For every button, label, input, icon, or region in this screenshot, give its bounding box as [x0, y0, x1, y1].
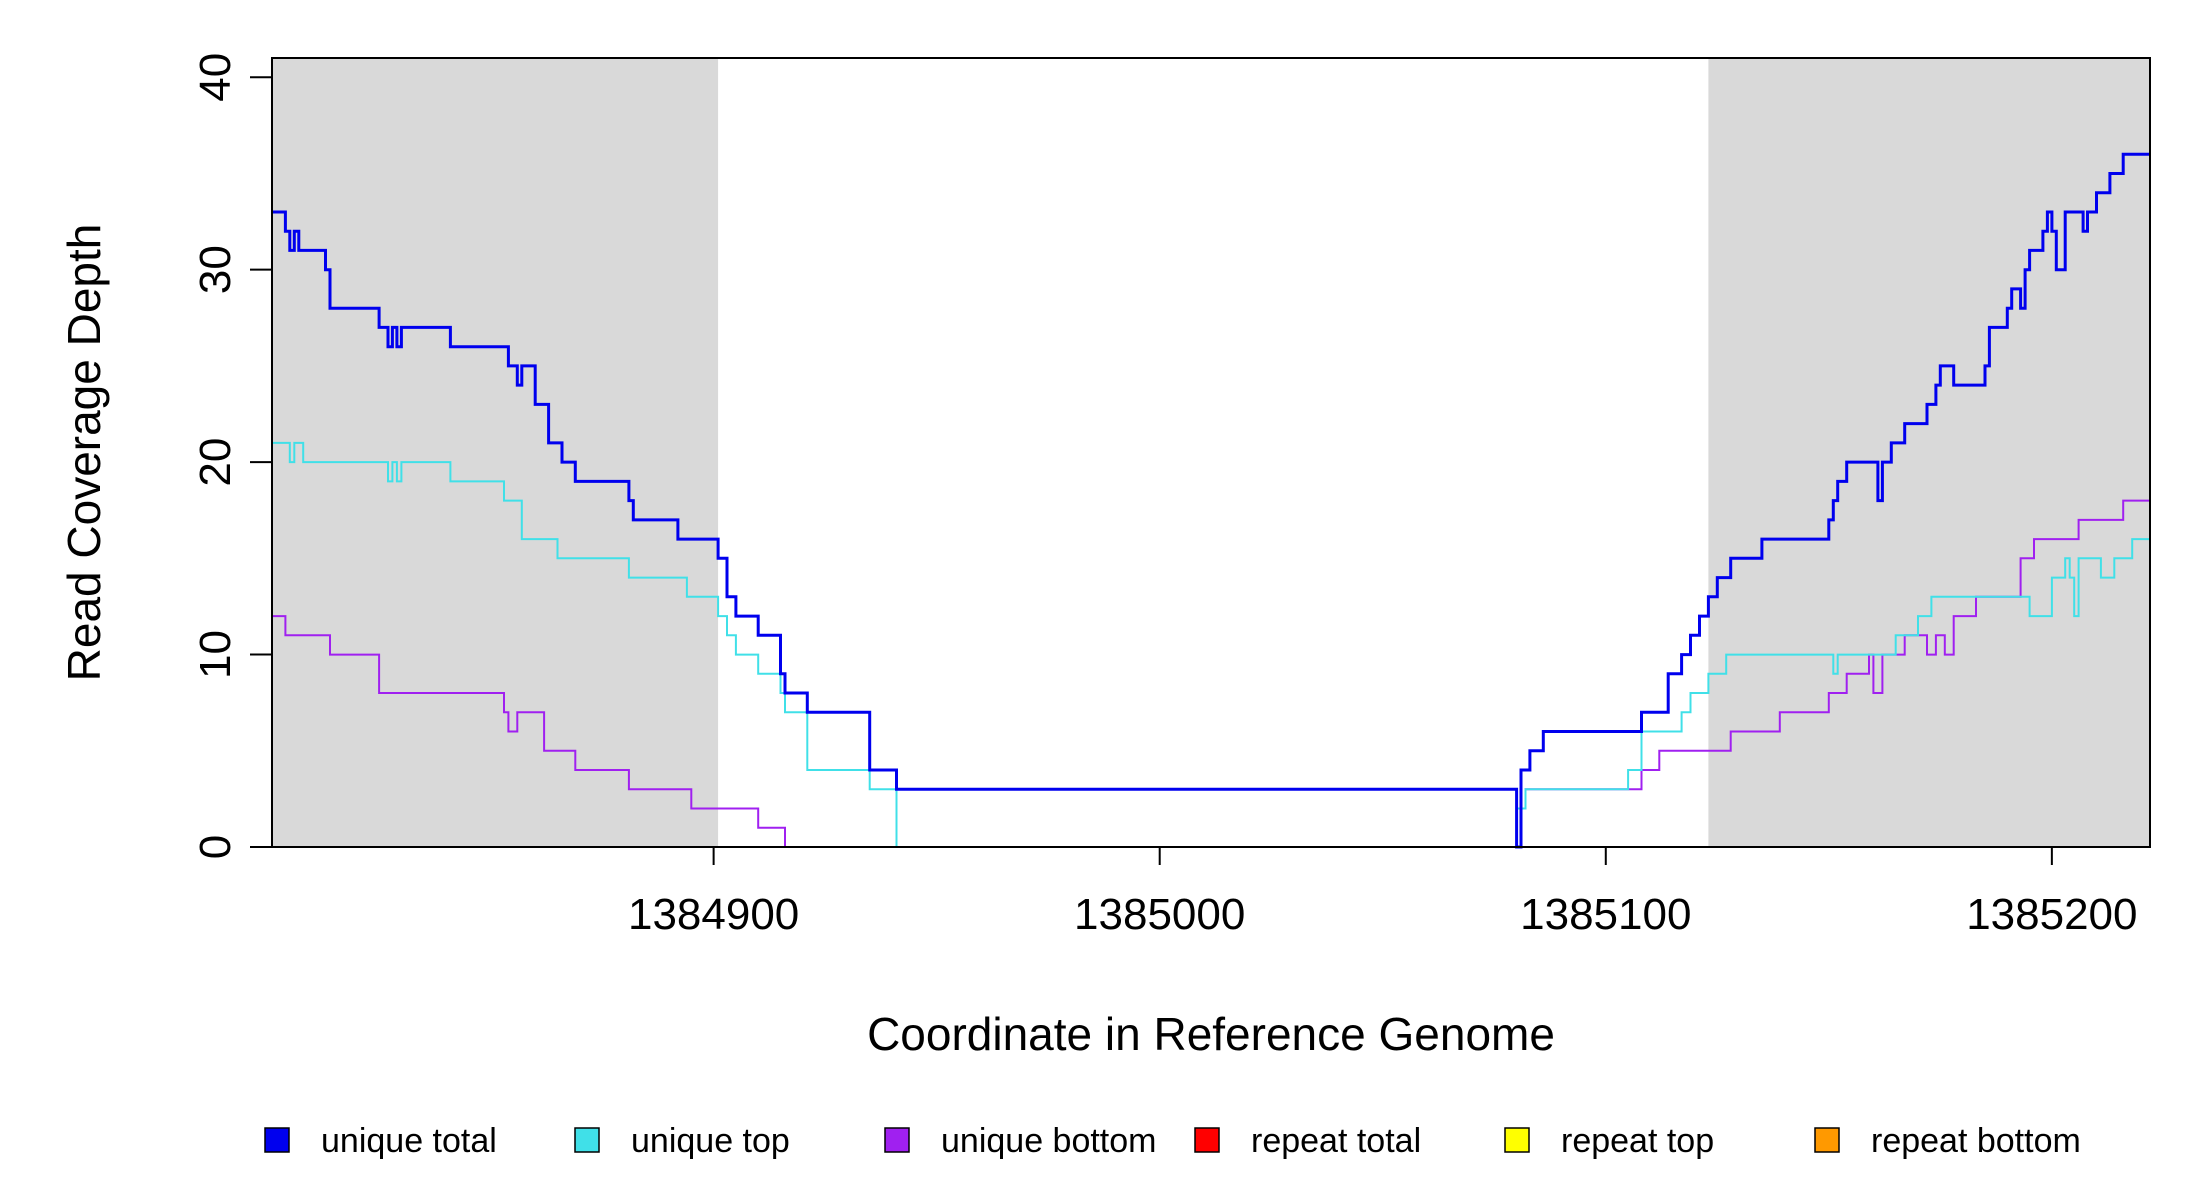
legend-swatch: [1814, 1127, 1840, 1153]
x-tick-label: 1385200: [1966, 890, 2137, 939]
y-axis: 0 10 20 30 40: [191, 53, 272, 859]
legend-label: unique bottom: [941, 1122, 1157, 1160]
series-line-unique-top: [272, 441, 2151, 848]
x-tick-label: 1385000: [1074, 890, 1245, 939]
legend-label: unique top: [631, 1122, 790, 1160]
legend-swatch: [884, 1127, 910, 1153]
legend-label: repeat total: [1251, 1122, 1421, 1160]
legend-label: repeat top: [1561, 1122, 1714, 1160]
legend-item-unique-total: unique total: [264, 1122, 497, 1160]
shaded-region-1: [272, 58, 719, 847]
y-tick-label: 30: [191, 245, 240, 294]
legend-label: repeat bottom: [1871, 1122, 2081, 1160]
y-tick-label: 20: [191, 438, 240, 487]
legend-item-repeat-total: repeat total: [1194, 1122, 1421, 1160]
legend-item-repeat-top: repeat top: [1504, 1122, 1714, 1160]
x-axis-title: Coordinate in Reference Genome: [867, 1008, 1555, 1060]
shaded-regions: [272, 58, 2150, 847]
legend-swatch: [264, 1127, 290, 1153]
series-line-unique-total: [272, 152, 2150, 849]
legend-item-repeat-bottom: repeat bottom: [1814, 1122, 2081, 1160]
y-tick-label: 0: [191, 835, 240, 859]
series-line-unique-bottom: [272, 481, 2151, 848]
shaded-region-2: [1708, 58, 2150, 847]
legend: unique total unique top unique bottom repea…: [264, 1122, 2081, 1160]
x-axis: 1384900 1385000 1385100 1385200: [628, 847, 2138, 939]
y-tick-label: 40: [191, 53, 240, 102]
x-tick-label: 1385100: [1520, 890, 1691, 939]
x-tick-label: 1384900: [628, 890, 799, 939]
legend-swatch: [1194, 1127, 1220, 1153]
legend-item-unique-top: unique top: [574, 1122, 790, 1160]
legend-swatch: [574, 1127, 600, 1153]
plot-frame: [271, 57, 2151, 848]
legend-label: unique total: [321, 1122, 497, 1160]
y-axis-title: Read Coverage Depth: [58, 224, 110, 682]
legend-swatch: [1504, 1127, 1530, 1153]
y-tick-label: 10: [191, 630, 240, 679]
legend-item-unique-bottom: unique bottom: [884, 1122, 1157, 1160]
